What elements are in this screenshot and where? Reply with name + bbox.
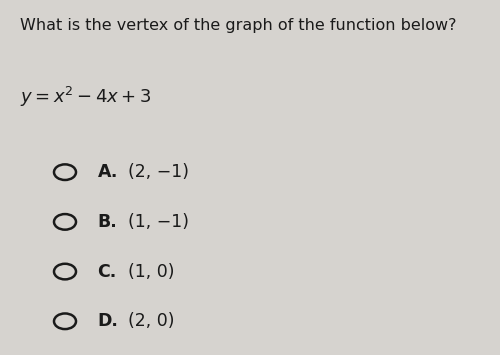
Text: (2, 0): (2, 0) (128, 312, 174, 330)
Text: (1, −1): (1, −1) (128, 213, 188, 231)
Text: C.: C. (98, 263, 117, 280)
Text: What is the vertex of the graph of the function below?: What is the vertex of the graph of the f… (20, 18, 456, 33)
Text: B.: B. (98, 213, 117, 231)
Text: (1, 0): (1, 0) (128, 263, 174, 280)
Text: $y = x^2 - 4x + 3$: $y = x^2 - 4x + 3$ (20, 85, 152, 109)
Text: A.: A. (98, 163, 118, 181)
Text: (2, −1): (2, −1) (128, 163, 188, 181)
Text: D.: D. (98, 312, 118, 330)
